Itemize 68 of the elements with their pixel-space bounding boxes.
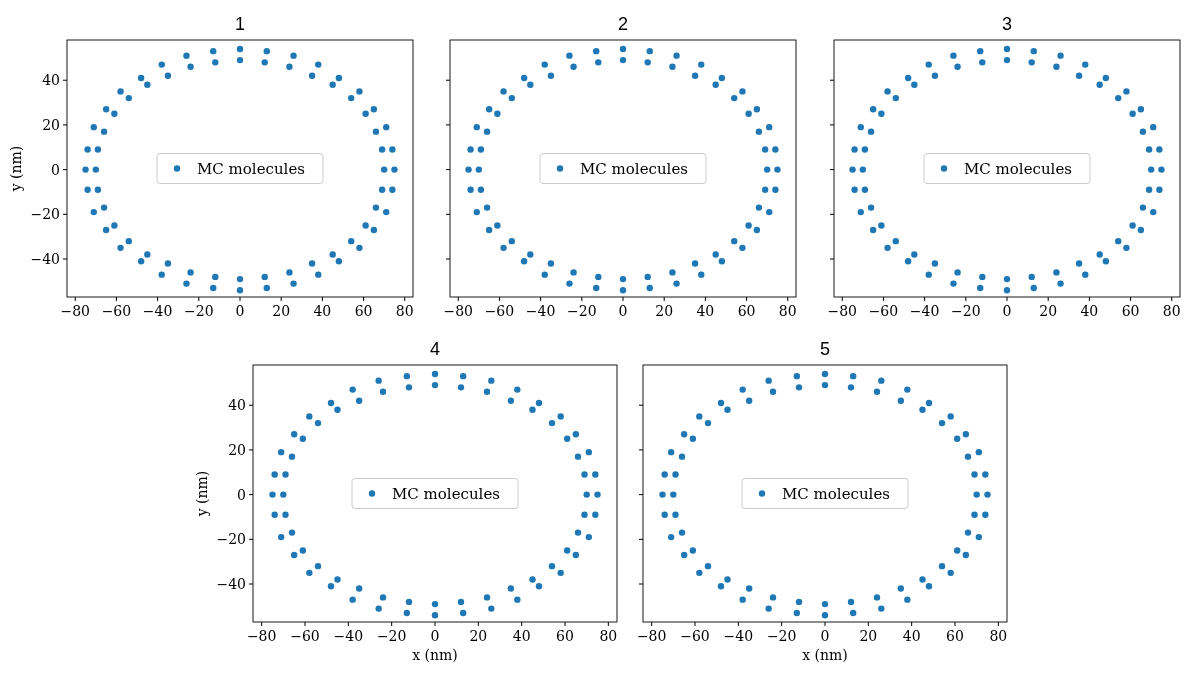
y-tick-label: 40 [228, 397, 246, 414]
x-tick-label: 80 [395, 303, 414, 319]
x-tick-label: −60 [680, 628, 710, 644]
x-tick-label: 0 [1002, 303, 1012, 319]
x-tick-label: 80 [1162, 303, 1181, 319]
x-tick-label: −80 [636, 628, 667, 644]
y-tick-label: 20 [228, 441, 246, 458]
x-tick-label: 20 [469, 628, 488, 644]
y-tick-label: 20 [42, 116, 60, 133]
x-tick-label: 60 [946, 628, 964, 644]
x-tick-label: 20 [272, 303, 291, 319]
x-tick-label: 20 [859, 628, 878, 644]
y-tick-label: −20 [30, 206, 60, 223]
x-tick-label: −40 [909, 303, 940, 319]
x-tick-label: 0 [618, 303, 628, 319]
legend-label: MC molecules [392, 484, 500, 503]
x-tick-label: 20 [1039, 303, 1058, 319]
x-tick-label: 20 [655, 303, 674, 319]
x-tick-label: 40 [1080, 303, 1099, 319]
x-tick-label: −60 [290, 628, 320, 644]
x-tick-label: −80 [60, 303, 91, 319]
legend-label: MC molecules [197, 159, 305, 178]
x-tick-label: −60 [101, 303, 132, 319]
x-axis-title: x (nm) [412, 647, 458, 663]
legend-label: MC molecules [964, 159, 1072, 178]
chart-title: 3 [1001, 14, 1013, 34]
x-tick-label: 80 [599, 628, 618, 644]
y-tick-label: −20 [216, 531, 246, 548]
x-tick-label: −20 [184, 303, 214, 319]
chart-title: 4 [429, 339, 441, 359]
x-tick-label: −40 [723, 628, 754, 644]
x-tick-label: 40 [313, 303, 332, 319]
y-tick-label: 0 [237, 486, 246, 503]
x-tick-label: 60 [1121, 303, 1140, 319]
y-axis-title: y (nm) [8, 145, 24, 193]
x-tick-label: 40 [696, 303, 715, 319]
y-tick-label: −40 [30, 251, 60, 268]
x-tick-label: 0 [820, 628, 830, 644]
y-tick-label: 0 [51, 161, 60, 178]
chart-title: 5 [819, 339, 831, 359]
x-tick-label: −40 [525, 303, 556, 319]
x-tick-label: −20 [376, 628, 407, 644]
x-tick-label: 40 [902, 628, 921, 644]
x-tick-label: −60 [868, 303, 899, 319]
x-tick-label: 80 [778, 303, 797, 319]
legend-label: MC molecules [580, 159, 688, 178]
x-tick-label: −80 [246, 628, 277, 644]
legend-label: MC molecules [782, 484, 890, 503]
x-tick-label: −20 [567, 303, 597, 319]
x-axis-title: x (nm) [802, 647, 848, 663]
x-tick-label: 60 [737, 303, 756, 319]
x-tick-label: 60 [556, 628, 574, 644]
chart-title: 1 [234, 14, 246, 34]
y-tick-label: −40 [216, 576, 246, 593]
x-tick-label: −80 [827, 303, 858, 319]
x-tick-label: −20 [951, 303, 981, 319]
x-tick-label: 0 [430, 628, 440, 644]
y-axis-title: y (nm) [194, 470, 210, 518]
y-tick-label: 40 [42, 72, 60, 89]
x-tick-label: −40 [333, 628, 364, 644]
x-tick-label: −20 [766, 628, 797, 644]
chart-title: 2 [617, 14, 629, 34]
x-tick-label: 60 [354, 303, 373, 319]
x-tick-label: −40 [142, 303, 173, 319]
x-tick-label: 40 [512, 628, 531, 644]
x-tick-label: −60 [484, 303, 515, 319]
x-tick-label: 80 [989, 628, 1008, 644]
x-tick-label: −80 [443, 303, 474, 319]
